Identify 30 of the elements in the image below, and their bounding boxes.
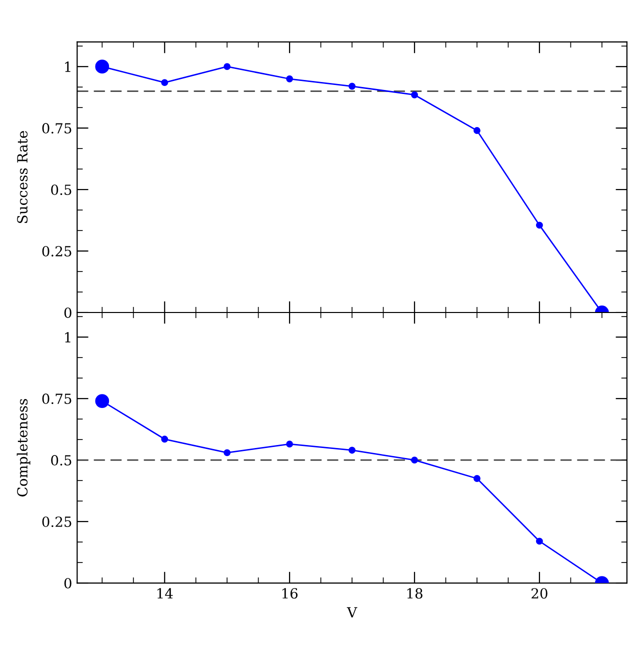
y-tick-label: 0.5 <box>51 184 72 196</box>
point <box>411 456 418 464</box>
y-axis-title: Completeness <box>16 399 30 496</box>
x-tick-label: 14 <box>157 588 173 598</box>
y-tick-label: 1 <box>65 332 70 342</box>
x-tick-label: 16 <box>282 588 298 599</box>
point <box>474 127 480 134</box>
point <box>411 91 418 98</box>
point <box>348 446 356 454</box>
y-tick-label: 0.5 <box>51 455 72 466</box>
point <box>224 449 231 456</box>
y-tick-label: 0.25 <box>42 246 72 256</box>
x-tick-label: 18 <box>407 588 422 599</box>
point <box>286 75 294 82</box>
y-tick-label: 1 <box>65 62 70 72</box>
x-axis-title: V <box>346 607 358 618</box>
y-axis-title: Success Rate <box>17 131 28 223</box>
y-tick-label: 0.75 <box>42 394 72 404</box>
point <box>161 79 168 86</box>
y-tick-label: 0 <box>64 578 72 588</box>
y-tick-label: 0.25 <box>42 516 72 528</box>
point <box>348 82 356 90</box>
point <box>474 475 480 482</box>
point <box>286 440 294 448</box>
x-tick-label: 20 <box>532 588 548 599</box>
y-tick-label: 0.75 <box>42 123 72 134</box>
point <box>224 63 231 70</box>
y-tick-label: 0 <box>64 307 72 318</box>
point <box>161 436 168 443</box>
point <box>536 538 543 545</box>
